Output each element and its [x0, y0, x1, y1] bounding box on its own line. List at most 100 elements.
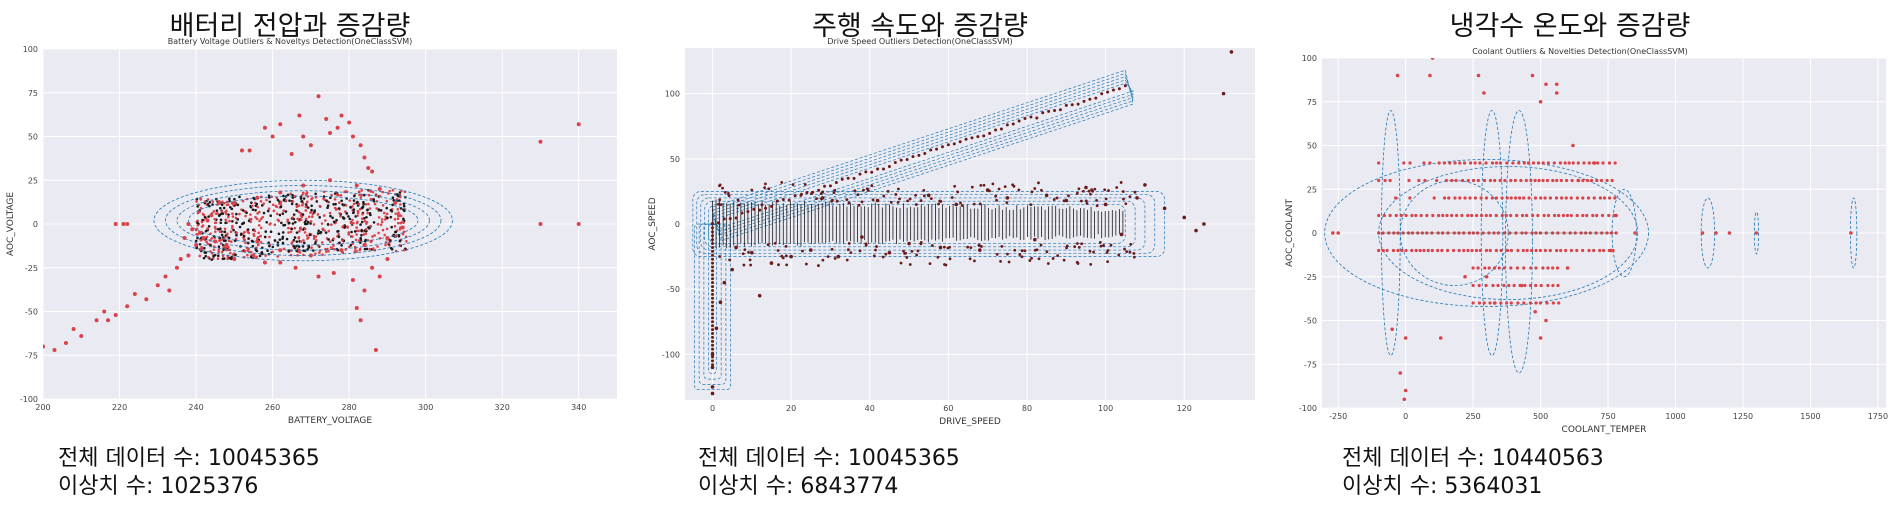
data-point — [1551, 283, 1555, 288]
data-point — [1436, 213, 1441, 218]
data-point — [293, 226, 297, 230]
data-point — [311, 249, 315, 252]
data-point — [1530, 73, 1535, 78]
decision-contour — [694, 223, 731, 390]
total-count: 전체 데이터 수: 10045365 — [58, 446, 320, 471]
data-point — [353, 230, 357, 233]
data-point — [311, 212, 315, 216]
data-point — [939, 200, 943, 203]
data-point — [576, 222, 581, 226]
y-tick-label: 50 — [670, 155, 680, 164]
data-point — [1075, 191, 1079, 195]
data-point — [1531, 161, 1536, 165]
data-point — [893, 160, 897, 164]
data-point — [316, 232, 320, 235]
data-point — [1388, 178, 1392, 183]
data-point — [1499, 301, 1503, 305]
data-point — [1493, 178, 1497, 183]
data-point — [256, 243, 260, 247]
y-axis-label: AOC_COOLANT — [1285, 199, 1295, 267]
data-point — [246, 230, 250, 234]
chart-title: Drive Speed Outliers Detection(OneClassS… — [827, 37, 1013, 46]
data-point — [889, 200, 893, 204]
data-point — [776, 249, 780, 252]
data-point — [224, 212, 228, 216]
data-point — [1391, 248, 1396, 253]
data-point — [1128, 250, 1132, 254]
data-point — [740, 211, 744, 215]
data-point — [1448, 161, 1452, 165]
data-point — [942, 245, 946, 249]
data-point — [960, 204, 964, 208]
data-point — [290, 242, 294, 245]
data-point — [1545, 301, 1549, 305]
y-tick-label: -75 — [25, 351, 38, 360]
data-point — [1509, 213, 1513, 218]
data-point — [295, 249, 299, 253]
data-point — [1182, 215, 1187, 220]
data-point — [347, 231, 351, 234]
data-point — [348, 245, 351, 249]
data-point — [1000, 245, 1004, 248]
data-point — [308, 253, 313, 258]
data-point — [1607, 161, 1612, 165]
data-point — [207, 225, 211, 228]
data-point — [1575, 248, 1579, 253]
data-point — [219, 221, 223, 225]
data-point — [262, 260, 267, 265]
data-point — [317, 229, 320, 233]
data-point — [264, 254, 267, 257]
data-point — [999, 127, 1003, 131]
data-point — [1522, 266, 1526, 270]
data-point — [1534, 283, 1538, 288]
data-point — [278, 248, 283, 253]
data-point — [263, 235, 267, 239]
data-point — [886, 189, 890, 193]
data-point — [1454, 178, 1458, 183]
data-point — [292, 213, 296, 216]
data-point — [271, 245, 275, 249]
x-axis-label: DRIVE_SPEED — [939, 417, 1001, 427]
data-point — [322, 195, 326, 198]
data-point — [1516, 301, 1520, 305]
decision-contour — [712, 76, 1134, 235]
data-point — [309, 220, 313, 223]
data-point — [773, 241, 777, 245]
data-point — [1064, 103, 1068, 107]
data-point — [914, 193, 917, 197]
data-point — [274, 204, 278, 208]
data-point — [352, 199, 356, 202]
data-point — [1023, 249, 1027, 253]
data-point — [315, 200, 319, 203]
data-point — [1473, 196, 1477, 200]
data-point — [382, 211, 386, 215]
data-point — [354, 183, 359, 188]
data-point — [1496, 283, 1500, 288]
data-point — [341, 238, 344, 242]
data-point — [279, 203, 283, 207]
data-point — [1122, 197, 1125, 201]
data-point — [308, 233, 312, 237]
data-point — [1385, 248, 1389, 253]
y-tick-label: -25 — [25, 264, 38, 273]
data-point — [213, 217, 217, 221]
data-point — [1458, 196, 1462, 200]
data-point — [216, 227, 220, 231]
data-point — [360, 217, 364, 221]
data-point — [826, 255, 830, 259]
data-point — [1033, 187, 1037, 190]
data-point — [1546, 161, 1550, 165]
data-point — [1396, 248, 1400, 253]
data-point — [1106, 90, 1110, 94]
data-point — [711, 261, 715, 265]
data-point — [1109, 243, 1113, 247]
data-point — [389, 215, 393, 219]
data-point — [1524, 178, 1528, 183]
data-point — [295, 240, 299, 243]
data-point — [1005, 201, 1009, 205]
data-point — [385, 236, 390, 240]
data-point — [314, 196, 318, 199]
data-point — [1546, 213, 1551, 218]
data-point — [289, 230, 293, 234]
data-point — [216, 212, 219, 215]
